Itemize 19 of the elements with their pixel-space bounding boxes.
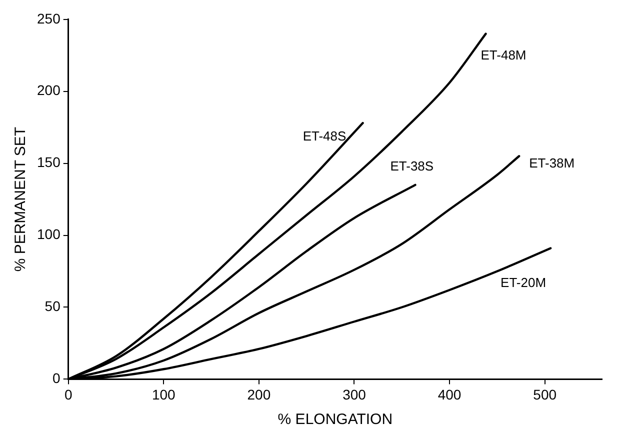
y-tick-label: 50 <box>44 298 61 314</box>
series-label: ET-20M <box>500 274 546 290</box>
x-tick-label: 200 <box>247 386 271 402</box>
x-tick-label: 500 <box>533 386 557 402</box>
x-axis-title: % ELONGATION <box>278 411 393 428</box>
series-label: ET-48S <box>302 128 346 144</box>
y-tick-label: 0 <box>52 370 61 386</box>
y-tick-label: 100 <box>37 226 61 242</box>
series-label: ET-48M <box>480 47 526 62</box>
series-label: ET-38M <box>529 156 575 171</box>
x-tick-label: 0 <box>64 386 72 402</box>
x-tick-label: 400 <box>438 386 462 402</box>
y-tick-label: 150 <box>37 154 61 170</box>
x-tick-label: 300 <box>342 386 366 402</box>
y-tick-label: 200 <box>37 82 61 98</box>
series-label: ET-38S <box>390 158 434 174</box>
y-tick-label: 250 <box>37 10 61 26</box>
y-axis-title: % PERMANENT SET <box>12 126 30 272</box>
x-tick-label: 100 <box>152 386 176 402</box>
